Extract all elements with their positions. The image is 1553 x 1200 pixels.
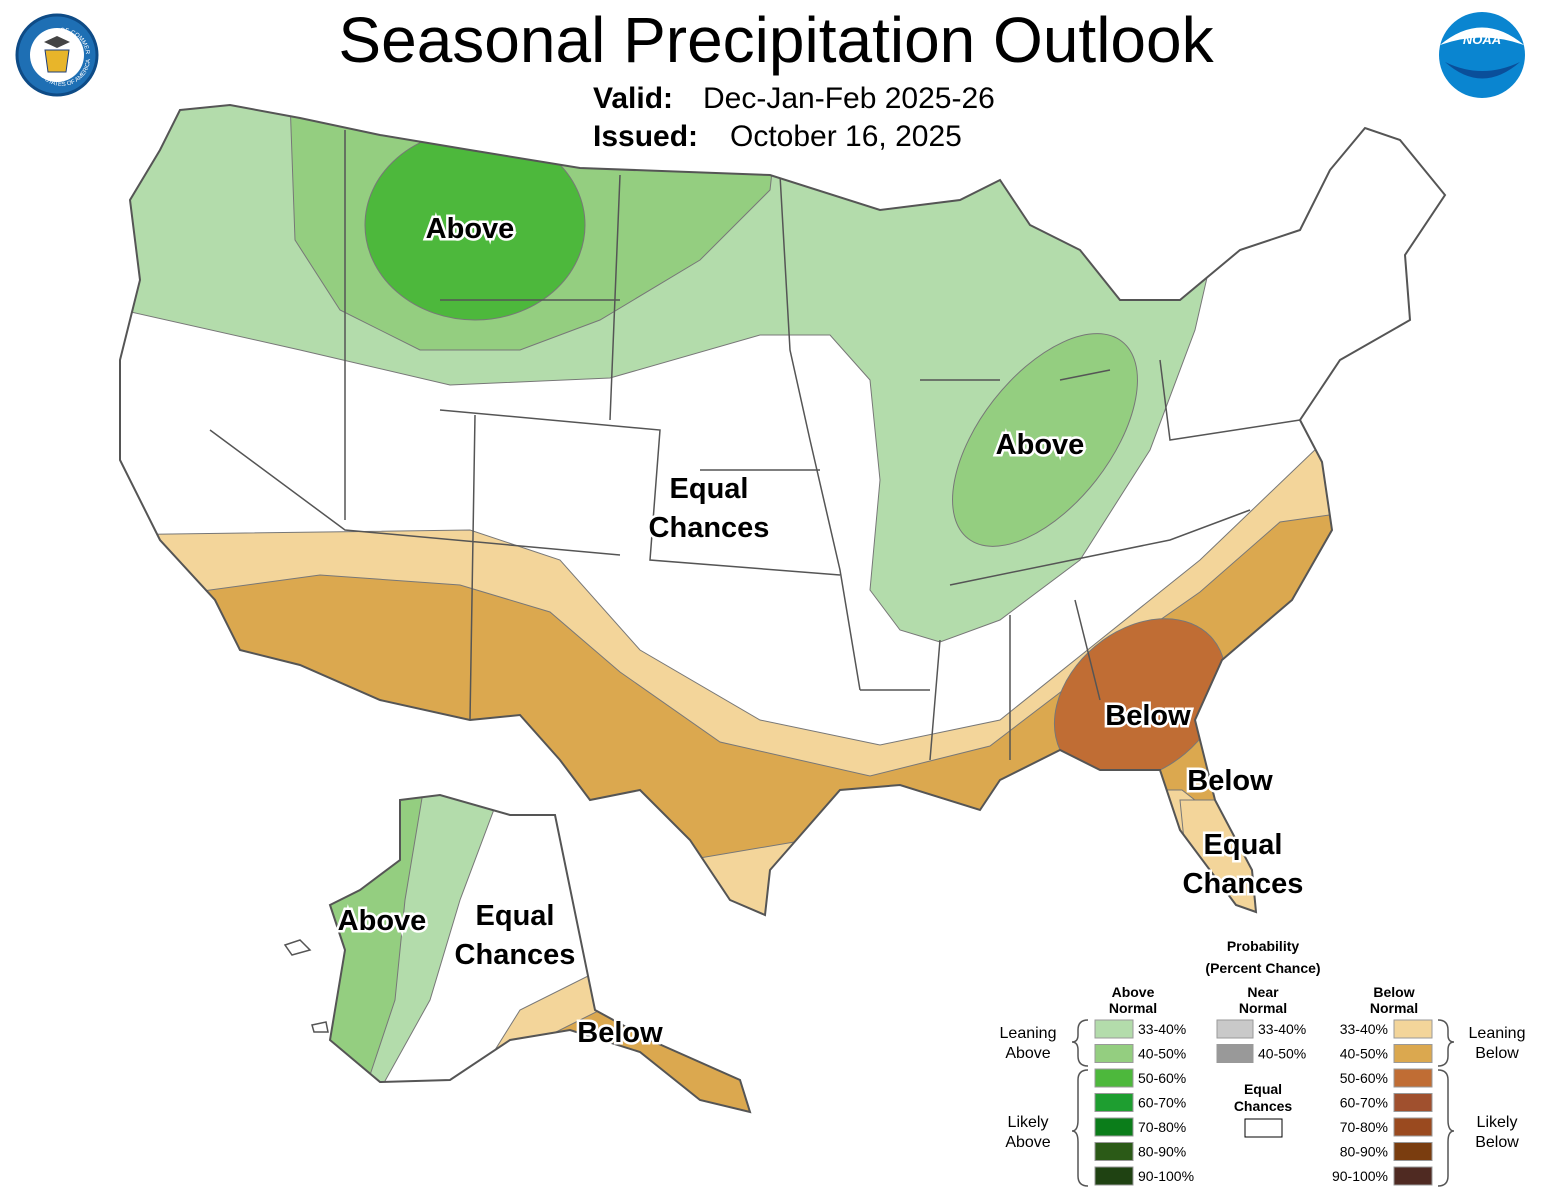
title: Seasonal Precipitation Outlook — [338, 4, 1214, 76]
legend-subtitle: (Percent Chance) — [1205, 960, 1320, 976]
legend-label: 90-100% — [1138, 1168, 1194, 1184]
legend-swatch — [1216, 1044, 1254, 1063]
legend-heading: Equal — [1244, 1081, 1282, 1097]
legend-label: 60-70% — [1138, 1095, 1186, 1111]
legend-label: 80-90% — [1340, 1144, 1388, 1160]
legend-side-label: Above — [1005, 1134, 1050, 1151]
legend-swatch — [1393, 1117, 1433, 1137]
legend-heading: Normal — [1370, 1000, 1418, 1016]
legend-side-label: Likely — [1477, 1114, 1518, 1131]
legend-label: 33-40% — [1340, 1021, 1388, 1037]
legend-heading: Chances — [1234, 1098, 1293, 1114]
legend-label: 33-40% — [1138, 1021, 1186, 1037]
region-label: Above — [996, 429, 1085, 461]
noaa-text: NOAA — [1463, 32, 1501, 47]
legend-side-label: Leaning — [1000, 1025, 1057, 1042]
legend-label: 50-60% — [1340, 1070, 1388, 1086]
legend-label: 70-80% — [1340, 1119, 1388, 1135]
legend-swatch — [1393, 1019, 1433, 1039]
valid-label: Valid: — [593, 82, 673, 115]
legend-swatch — [1094, 1117, 1134, 1137]
region-label: Below — [1187, 765, 1273, 797]
legend-side-label: Below — [1475, 1134, 1519, 1151]
legend-swatch — [1094, 1019, 1134, 1039]
region-label: Below — [577, 1017, 663, 1049]
legend-heading: Near — [1247, 984, 1279, 1000]
legend-title: Probability — [1227, 938, 1300, 954]
legend-side-label: Above — [1005, 1045, 1050, 1062]
legend-swatch — [1244, 1118, 1283, 1138]
legend-label: 90-100% — [1332, 1168, 1388, 1184]
legend-label: 50-60% — [1138, 1070, 1186, 1086]
legend-heading: Below — [1373, 984, 1414, 1000]
legend-label: 60-70% — [1340, 1095, 1388, 1111]
commerce-seal: DEPARTMENT OF COMMERCE UNITED STATES OF … — [0, 0, 99, 97]
legend-swatch — [1393, 1093, 1433, 1112]
region-label: Chances — [649, 512, 770, 544]
legend-heading: Normal — [1109, 1000, 1157, 1016]
legend-label: 70-80% — [1138, 1119, 1186, 1135]
region-label: Equal — [476, 900, 555, 932]
legend-swatch — [1094, 1068, 1134, 1088]
region-label: Chances — [455, 939, 576, 971]
issued-value: October 16, 2025 — [730, 120, 962, 153]
legend-side-label: Likely — [1008, 1114, 1049, 1131]
legend-label: 40-50% — [1258, 1046, 1306, 1062]
legend-label: 33-40% — [1258, 1021, 1306, 1037]
legend-side-label: Leaning — [1469, 1025, 1526, 1042]
legend-heading: Normal — [1239, 1000, 1287, 1016]
legend-swatch — [1094, 1044, 1134, 1063]
legend-swatch — [1393, 1166, 1433, 1186]
legend-swatch — [1393, 1068, 1433, 1088]
legend: Probability (Percent Chance) AboveNormal… — [1000, 938, 1526, 1187]
legend-swatch — [1094, 1166, 1134, 1186]
legend-side-label: Below — [1475, 1045, 1519, 1062]
region-label: Equal — [1204, 829, 1283, 861]
region-label: Above — [426, 213, 515, 245]
legend-swatch — [1216, 1019, 1254, 1039]
region-label: Chances — [1183, 868, 1304, 900]
legend-swatch — [1094, 1093, 1134, 1112]
legend-swatch — [1393, 1142, 1433, 1161]
legend-label: 40-50% — [1138, 1046, 1186, 1062]
noaa-logo: NOAA — [1439, 12, 1525, 98]
legend-heading: Above — [1112, 984, 1155, 1000]
issued-label: Issued: — [593, 120, 698, 153]
region-label: Above — [338, 905, 427, 937]
legend-label: 40-50% — [1340, 1046, 1388, 1062]
valid-value: Dec-Jan-Feb 2025-26 — [703, 82, 995, 115]
region-label: Equal — [670, 473, 749, 505]
region-label: Below — [1105, 700, 1191, 732]
legend-label: 80-90% — [1138, 1144, 1186, 1160]
legend-swatch — [1393, 1044, 1433, 1063]
legend-swatch — [1094, 1142, 1134, 1161]
